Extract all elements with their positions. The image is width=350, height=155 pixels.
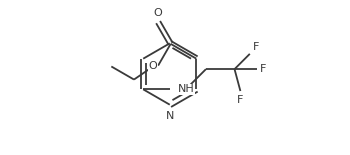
Text: O: O <box>154 8 162 18</box>
Text: O: O <box>148 61 157 71</box>
Text: F: F <box>237 95 244 105</box>
Text: F: F <box>260 64 266 74</box>
Text: N: N <box>166 111 174 121</box>
Text: NH: NH <box>178 84 195 94</box>
Text: F: F <box>253 42 259 52</box>
